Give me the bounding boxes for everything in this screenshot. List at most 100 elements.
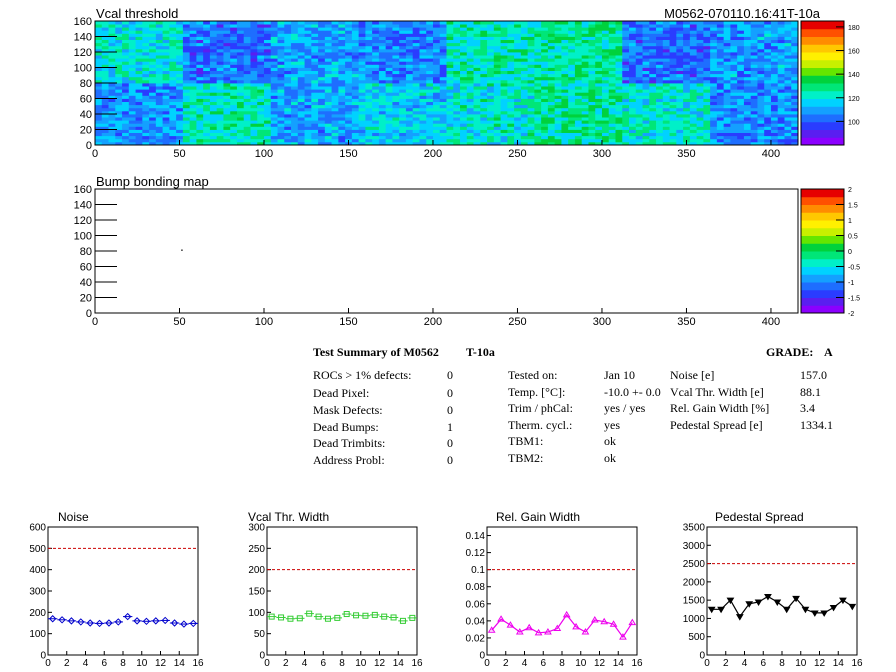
heatmap-cell <box>155 52 163 56</box>
heatmap-cell <box>392 132 400 137</box>
heatmap-cell <box>270 67 278 71</box>
heatmap-cell <box>142 30 150 34</box>
heatmap-cell <box>439 135 447 140</box>
heatmap-cell <box>432 52 441 56</box>
heatmap-cell <box>750 67 758 71</box>
heatmap-cell <box>358 45 366 50</box>
heatmap-cell <box>162 98 170 102</box>
heatmap-cell <box>419 120 427 124</box>
heatmap-cell <box>351 107 360 112</box>
heatmap-cell <box>365 104 373 109</box>
x-tick-label: 0 <box>45 658 51 669</box>
heatmap-cell <box>527 110 535 115</box>
heatmap-cell <box>155 30 163 34</box>
heatmap-cell <box>297 42 305 47</box>
heatmap-cell <box>480 52 488 56</box>
heatmap-cell <box>297 33 305 37</box>
heatmap-cell <box>561 55 569 59</box>
heatmap-cell <box>291 33 299 37</box>
heatmap-cell <box>561 126 569 130</box>
heatmap-cell <box>547 39 556 44</box>
heatmap-cell <box>764 123 772 127</box>
heatmap-cell <box>662 126 670 130</box>
heatmap-cell <box>257 120 265 124</box>
heatmap-cell <box>730 101 738 106</box>
cond-label-tbm2: TBM2: <box>508 451 544 465</box>
heatmap-cell <box>662 27 670 31</box>
heatmap-cell <box>487 141 495 146</box>
heatmap-cell <box>324 92 332 96</box>
heatmap-cell <box>770 52 779 56</box>
heatmap-cell <box>284 73 292 78</box>
heatmap-cell <box>311 126 319 130</box>
y-tick-label: 600 <box>29 523 46 534</box>
heatmap-cell <box>446 141 454 146</box>
heatmap-cell <box>196 129 204 133</box>
heatmap-cell <box>595 132 603 137</box>
heatmap-cell <box>196 70 204 75</box>
heatmap-cell <box>534 52 542 56</box>
heatmap-cell <box>595 52 603 56</box>
heatmap-cell <box>737 104 745 109</box>
y-tick-label: 300 <box>29 587 46 598</box>
heatmap-cell <box>399 110 407 115</box>
heatmap-cell <box>703 73 711 78</box>
heatmap-cell <box>554 129 562 133</box>
heatmap-cell <box>318 101 326 106</box>
heatmap-cell <box>750 101 758 106</box>
heatmap-cell <box>696 92 704 96</box>
heatmap-cell <box>399 61 407 65</box>
heatmap-cell <box>155 64 163 68</box>
heatmap-cell <box>115 61 123 65</box>
heatmap-cell <box>304 36 312 40</box>
heatmap-cell <box>351 95 360 99</box>
heatmap-cell <box>122 33 130 37</box>
heatmap-cell <box>487 52 495 56</box>
heatmap-cell <box>568 135 576 140</box>
heatmap-cell <box>318 64 326 68</box>
heatmap-cell <box>338 61 346 65</box>
heatmap-cell <box>399 58 407 62</box>
heatmap-cell <box>101 98 109 102</box>
heatmap-cell <box>629 89 637 93</box>
heatmap-cell <box>331 95 339 99</box>
heatmap-cell <box>669 101 677 106</box>
heatmap-cell <box>203 52 211 56</box>
heatmap-cell <box>223 42 231 47</box>
heatmap-cell <box>574 21 583 25</box>
heatmap-cell <box>703 36 711 40</box>
heatmap-cell <box>703 135 711 140</box>
heatmap-cell <box>311 70 319 75</box>
heatmap-cell <box>358 39 366 44</box>
heatmap-cell <box>439 104 447 109</box>
heatmap-cell <box>581 64 589 68</box>
heatmap-cell <box>473 129 481 133</box>
heatmap-cell <box>683 117 691 121</box>
heatmap-cell <box>338 117 346 121</box>
heatmap-cell <box>365 132 373 137</box>
heatmap-cell <box>473 101 481 106</box>
vcal-heatmap-cells <box>95 21 799 146</box>
heatmap-cell <box>426 114 434 118</box>
heatmap-cell <box>676 107 684 112</box>
heatmap-cell <box>378 86 387 90</box>
heatmap-cell <box>257 123 265 127</box>
heatmap-cell <box>250 98 258 102</box>
x-tick-label: 250 <box>508 316 526 328</box>
heatmap-cell <box>405 104 414 109</box>
heatmap-cell <box>750 48 758 53</box>
heatmap-cell <box>236 138 245 143</box>
heatmap-cell <box>710 117 718 121</box>
heatmap-cell <box>331 42 339 47</box>
heatmap-cell <box>541 36 549 40</box>
heatmap-cell <box>135 95 143 99</box>
heatmap-cell <box>304 117 312 121</box>
heatmap-cell <box>182 73 191 78</box>
heatmap-cell <box>304 126 312 130</box>
heatmap-cell <box>108 39 116 44</box>
heatmap-cell <box>250 110 258 115</box>
x-tick-label: 4 <box>83 658 89 669</box>
heatmap-cell <box>115 39 123 44</box>
heatmap-cell <box>730 42 738 47</box>
heatmap-cell <box>338 89 346 93</box>
